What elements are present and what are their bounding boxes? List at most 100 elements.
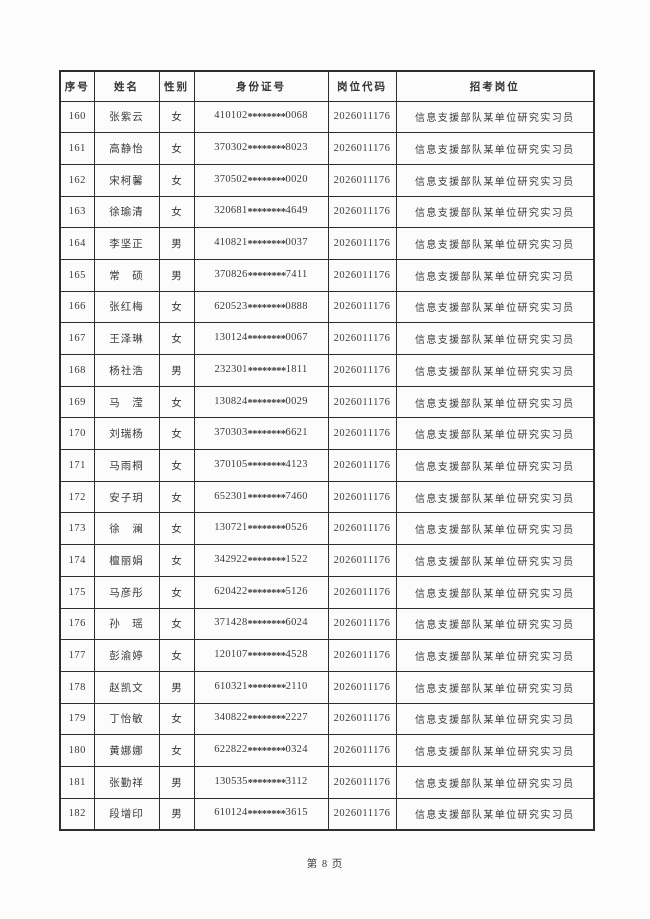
cell-name: 李坚正 (93, 227, 160, 260)
cell-id_number: 610124********3615 (193, 797, 329, 831)
cell-job_code: 2026011176 (327, 670, 397, 704)
cell-index: 180 (59, 734, 95, 767)
id-mask: ******** (247, 334, 287, 346)
cell-job_code: 2026011176 (327, 575, 397, 609)
cell-name: 杨社浩 (93, 354, 160, 387)
cell-index: 163 (59, 195, 95, 229)
cell-index: 170 (59, 417, 95, 451)
cell-gender: 男 (158, 670, 195, 704)
cell-name: 安子玥 (93, 480, 160, 514)
cell-name: 张红梅 (93, 290, 160, 324)
table-row: 178 赵凯文男 610321********2110 2026011176 信息支援部… (59, 670, 595, 704)
cell-name: 丁怡敏 (93, 702, 160, 736)
header-row: 序号 姓名 性别 身份证号 岗位代码 招考岗位 (59, 70, 595, 102)
table-row: 167 王泽琳女 130124********0067 2026011176 信息支援部… (59, 322, 595, 355)
cell-name: 黄娜娜 (93, 734, 160, 767)
cell-name: 王泽琳 (93, 322, 160, 355)
cell-name: 徐 澜 (93, 512, 160, 546)
cell-id_number: 620523********0888 (193, 290, 329, 324)
cell-gender: 女 (158, 607, 195, 641)
cell-index: 174 (59, 544, 95, 577)
cell-job_title: 信息支援部队某单位研究实习员 (395, 670, 595, 704)
cell-job_title: 信息支援部队某单位研究实习员 (395, 765, 595, 799)
cell-index: 173 (59, 512, 95, 546)
cell-id_number: 610321********2110 (193, 670, 329, 704)
table-row: 162 宋柯馨女 370502********0020 2026011176 信息支援部… (59, 163, 595, 197)
cell-index: 182 (59, 797, 95, 831)
cell-job_code: 2026011176 (327, 765, 397, 799)
id-mask: ******** (247, 682, 287, 694)
cell-index: 161 (59, 132, 95, 165)
id-mask: ******** (247, 112, 287, 124)
cell-job_code: 2026011176 (327, 702, 397, 736)
table-header: 序号 姓名 性别 身份证号 岗位代码 招考岗位 (59, 70, 595, 102)
cell-job_code: 2026011176 (327, 195, 397, 229)
cell-job_code: 2026011176 (327, 385, 397, 419)
table-row: 171 马雨桐女 370105********4123 2026011176 信息支援部… (59, 449, 595, 482)
cell-id_number: 622822********0324 (193, 734, 329, 767)
cell-name: 马 滢 (93, 385, 160, 419)
table-row: 163 徐瑜清女 320681********4649 2026011176 信息支援部… (59, 195, 595, 229)
cell-index: 176 (59, 607, 95, 641)
id-mask: ******** (247, 746, 287, 758)
column-header-name: 姓名 (93, 70, 160, 102)
cell-id_number: 370826********7411 (193, 258, 329, 292)
cell-job_title: 信息支援部队某单位研究实习员 (395, 385, 595, 419)
cell-gender: 女 (158, 544, 195, 577)
page-number: 第 8 页 (306, 859, 344, 870)
id-mask: ******** (247, 555, 287, 567)
cell-index: 160 (59, 100, 95, 134)
cell-name: 常 硕 (93, 258, 160, 292)
cell-job_code: 2026011176 (327, 227, 397, 260)
cell-id_number: 410821********0037 (193, 227, 329, 260)
cell-index: 162 (59, 163, 95, 197)
cell-job_code: 2026011176 (327, 449, 397, 482)
cell-gender: 男 (158, 797, 195, 831)
cell-index: 171 (59, 449, 95, 482)
cell-index: 175 (59, 575, 95, 609)
cell-gender: 女 (158, 449, 195, 482)
id-mask: ******** (247, 809, 287, 821)
cell-job_title: 信息支援部队某单位研究实习员 (395, 512, 595, 546)
cell-gender: 女 (158, 480, 195, 514)
cell-index: 179 (59, 702, 95, 736)
cell-name: 张勤祥 (93, 765, 160, 799)
table-row: 165 常 硕男 370826********7411 2026011176 信息支援部… (59, 258, 595, 292)
cell-gender: 女 (158, 385, 195, 419)
id-mask: ******** (247, 587, 287, 599)
cell-job_code: 2026011176 (327, 607, 397, 641)
cell-job_title: 信息支援部队某单位研究实习员 (395, 702, 595, 736)
cell-name: 徐瑜清 (93, 195, 160, 229)
cell-index: 181 (59, 765, 95, 799)
cell-id_number: 370302********8023 (193, 132, 329, 165)
applicant-table: 序号 姓名 性别 身份证号 岗位代码 招考岗位 160 张紫云女 410102********… (59, 70, 595, 831)
table-row: 179 丁怡敏女 340822********2227 2026011176 信息支援部… (59, 702, 595, 736)
cell-job_code: 2026011176 (327, 100, 397, 134)
cell-gender: 男 (158, 258, 195, 292)
cell-name: 孙 瑶 (93, 607, 160, 641)
cell-job_code: 2026011176 (327, 290, 397, 324)
column-header-job_code: 岗位代码 (327, 70, 397, 102)
cell-gender: 女 (158, 734, 195, 767)
id-mask: ******** (247, 143, 287, 155)
cell-index: 165 (59, 258, 95, 292)
cell-job_code: 2026011176 (327, 734, 397, 767)
cell-id_number: 130824********0029 (193, 385, 329, 419)
cell-id_number: 320681********4649 (193, 195, 329, 229)
cell-job_title: 信息支援部队某单位研究实习员 (395, 322, 595, 355)
table-row: 174 檀丽娟女 342922********1522 2026011176 信息支援部… (59, 544, 595, 577)
cell-job_code: 2026011176 (327, 132, 397, 165)
cell-gender: 女 (158, 417, 195, 451)
id-mask: ******** (247, 365, 287, 377)
table-row: 177 彭渝婷女 120107********4528 2026011176 信息支援部… (59, 639, 595, 672)
cell-gender: 女 (158, 163, 195, 197)
cell-name: 马雨桐 (93, 449, 160, 482)
cell-index: 168 (59, 354, 95, 387)
table-row: 173 徐 澜女 130721********0526 2026011176 信息支援部… (59, 512, 595, 546)
cell-index: 164 (59, 227, 95, 260)
cell-name: 赵凯文 (93, 670, 160, 704)
id-mask: ******** (247, 302, 287, 314)
cell-job_code: 2026011176 (327, 258, 397, 292)
cell-gender: 女 (158, 322, 195, 355)
cell-id_number: 130124********0067 (193, 322, 329, 355)
